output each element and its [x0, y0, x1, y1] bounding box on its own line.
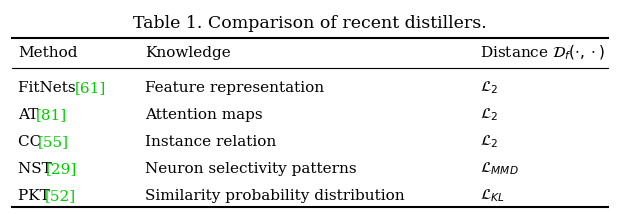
Text: AT: AT [18, 108, 43, 122]
Text: Attention maps: Attention maps [145, 108, 263, 122]
Text: PKT: PKT [18, 189, 55, 203]
Text: $\mathcal{L}_{KL}$: $\mathcal{L}_{KL}$ [480, 188, 505, 204]
Text: $\mathcal{L}_2$: $\mathcal{L}_2$ [480, 80, 498, 96]
Text: $\mathcal{L}_2$: $\mathcal{L}_2$ [480, 107, 498, 123]
Text: $\mathcal{L}_2$: $\mathcal{L}_2$ [480, 134, 498, 150]
Text: CC: CC [18, 135, 46, 149]
Text: Distance $\mathcal{D}_f(\cdot,\cdot)$: Distance $\mathcal{D}_f(\cdot,\cdot)$ [480, 44, 605, 62]
Text: Similarity probability distribution: Similarity probability distribution [145, 189, 405, 203]
Text: Instance relation: Instance relation [145, 135, 277, 149]
Text: $\mathcal{L}_{MMD}$: $\mathcal{L}_{MMD}$ [480, 161, 519, 177]
Text: Feature representation: Feature representation [145, 81, 324, 95]
Text: NST: NST [18, 162, 56, 176]
Text: Table 1. Comparison of recent distillers.: Table 1. Comparison of recent distillers… [133, 15, 487, 32]
Text: [52]: [52] [45, 189, 76, 203]
Text: Knowledge: Knowledge [145, 46, 231, 60]
Text: Method: Method [18, 46, 78, 60]
Text: Neuron selectivity patterns: Neuron selectivity patterns [145, 162, 356, 176]
Text: [81]: [81] [36, 108, 67, 122]
Text: [29]: [29] [46, 162, 78, 176]
Text: [61]: [61] [75, 81, 106, 95]
Text: FitNets: FitNets [18, 81, 81, 95]
Text: [55]: [55] [38, 135, 69, 149]
